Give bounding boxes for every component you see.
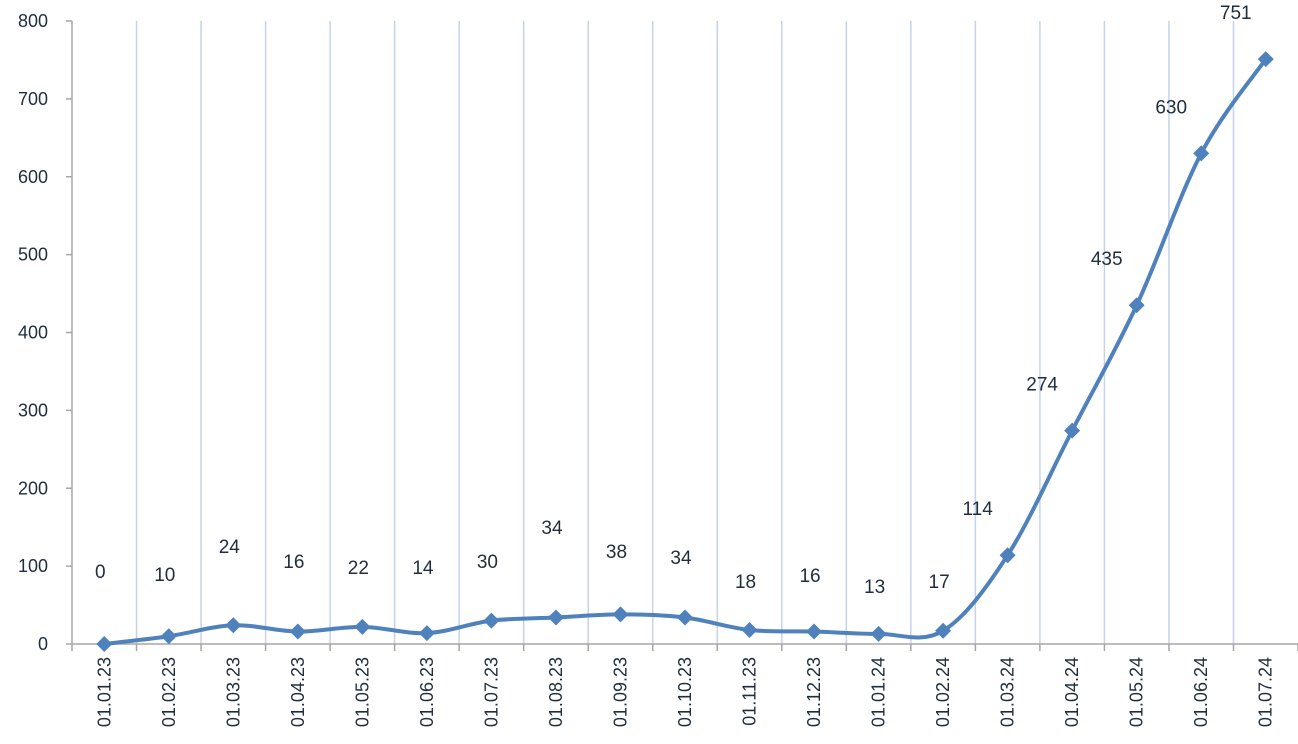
data-point <box>677 609 693 626</box>
y-tick-label: 100 <box>18 556 48 576</box>
data-point <box>612 606 629 623</box>
x-tick-label: 01.03.24 <box>998 657 1018 727</box>
x-tick-label: 01.04.24 <box>1062 657 1082 727</box>
y-tick-label: 400 <box>18 323 48 343</box>
x-tick-label: 01.06.24 <box>1191 657 1211 727</box>
data-point <box>1064 422 1081 439</box>
data-point <box>870 625 887 642</box>
x-tick-label: 01.06.23 <box>417 657 437 727</box>
data-label: 24 <box>219 537 241 558</box>
data-label: 17 <box>929 572 950 593</box>
data-label: 18 <box>735 572 756 593</box>
data-label: 16 <box>799 566 820 587</box>
x-tick-label: 01.10.23 <box>675 657 695 727</box>
y-tick-label: 200 <box>18 478 48 498</box>
x-tick-label: 01.02.23 <box>159 657 179 727</box>
data-label: 114 <box>962 499 993 520</box>
data-labels: 0 10 24 16 22 14 30 34 38 34 18 16 13 17 114 274 435 630 7… <box>95 3 1252 598</box>
data-point <box>1193 145 1210 162</box>
data-label: 30 <box>477 552 498 573</box>
x-tick-label: 01.05.23 <box>352 657 372 727</box>
data-point <box>160 628 177 645</box>
data-label: 13 <box>864 577 885 598</box>
y-axis-tick-labels: 0 100 200 300 400 500 600 700 800 <box>18 11 48 654</box>
x-tick-label: 01.02.24 <box>933 657 953 727</box>
data-label: 16 <box>283 552 304 573</box>
x-tick-label: 01.05.24 <box>1127 657 1147 727</box>
y-tick-label: 800 <box>18 11 48 31</box>
data-point <box>418 625 435 642</box>
x-tick-label: 01.07.24 <box>1256 657 1276 727</box>
data-label: 34 <box>670 548 692 569</box>
x-tick-label: 01.09.23 <box>610 657 630 727</box>
data-label: 751 <box>1220 3 1252 24</box>
y-tick-label: 500 <box>18 245 48 265</box>
data-label: 34 <box>541 518 563 539</box>
data-label: 38 <box>606 542 627 563</box>
y-tick-label: 700 <box>18 89 48 109</box>
x-tick-label: 01.01.23 <box>94 657 114 727</box>
data-point <box>741 621 758 638</box>
data-point <box>935 622 952 639</box>
y-tick-label: 600 <box>18 167 48 187</box>
vertical-gridlines <box>135 21 1235 644</box>
data-point <box>96 636 113 652</box>
x-axis-tick-labels: 01.01.23 01.02.23 01.03.23 01.04.23 01.05.23… <box>94 657 1275 727</box>
x-tick-label: 01.11.23 <box>740 657 760 726</box>
axes <box>66 20 1298 651</box>
data-point <box>1257 51 1274 68</box>
x-tick-label: 01.01.24 <box>869 657 889 727</box>
data-point <box>225 617 242 634</box>
data-label: 435 <box>1091 249 1123 270</box>
data-point <box>483 612 500 629</box>
data-point <box>547 609 564 626</box>
series-line <box>102 57 1268 646</box>
y-tick-label: 0 <box>38 634 48 654</box>
data-point <box>354 618 371 635</box>
x-tick-label: 01.04.23 <box>288 657 308 727</box>
x-tick-label: 01.12.23 <box>804 657 824 727</box>
data-point-markers <box>96 51 1274 652</box>
x-tick-label: 01.08.23 <box>546 657 566 727</box>
data-label: 0 <box>95 562 106 583</box>
data-label: 630 <box>1155 97 1187 118</box>
y-tick-label: 300 <box>18 400 48 420</box>
data-label: 274 <box>1026 375 1058 396</box>
x-tick-label: 01.03.23 <box>223 657 243 727</box>
x-tick-label: 01.07.23 <box>481 657 501 727</box>
data-point <box>1128 297 1145 314</box>
data-label: 14 <box>412 558 434 579</box>
data-label: 22 <box>348 558 369 579</box>
data-point <box>806 623 823 640</box>
data-label: 10 <box>154 565 175 586</box>
data-point <box>999 547 1016 564</box>
data-point <box>289 623 306 640</box>
